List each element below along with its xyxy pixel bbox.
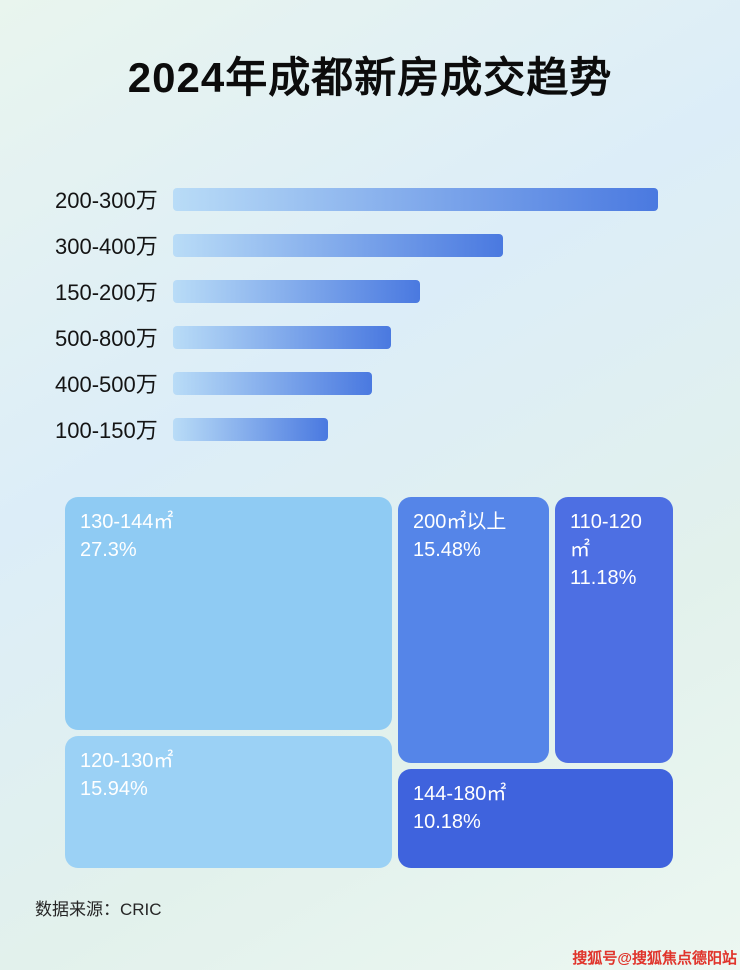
bar-label: 150-200万 xyxy=(55,280,158,305)
treemap-block-label: 130-144㎡ xyxy=(80,511,174,533)
treemap-block-label: 120-130㎡ xyxy=(80,750,174,772)
bar-row: 150-200万 xyxy=(0,268,740,314)
area-share-treemap: 130-144㎡ 27.3% 200㎡以上 15.48% 110-120㎡ 11… xyxy=(65,497,673,868)
price-range-bar-chart: 200-300万 300-400万 150-200万 500-800万 400-… xyxy=(0,176,740,452)
treemap-block: 120-130㎡ 15.94% xyxy=(65,736,392,868)
bar-label: 500-800万 xyxy=(55,326,158,351)
treemap-block-label: 144-180㎡ xyxy=(413,783,507,805)
bar xyxy=(173,187,658,211)
treemap-block: 200㎡以上 15.48% xyxy=(398,497,549,763)
treemap-block-percent: 15.48% xyxy=(413,539,481,561)
treemap-block-percent: 10.18% xyxy=(413,811,481,833)
bar xyxy=(173,279,420,303)
bar-label: 100-150万 xyxy=(55,418,158,443)
bar-track xyxy=(173,417,740,441)
treemap-block-percent: 27.3% xyxy=(80,539,137,561)
treemap-block: 110-120㎡ 11.18% xyxy=(555,497,673,763)
treemap-block-percent: 15.94% xyxy=(80,778,148,800)
page-title: 2024年成都新房成交趋势 xyxy=(127,54,613,101)
bar-track xyxy=(173,279,740,303)
bar-row: 200-300万 xyxy=(0,176,740,222)
watermark: 搜狐号@搜狐焦点德阳站 xyxy=(572,950,737,967)
treemap-block: 130-144㎡ 27.3% xyxy=(65,497,392,730)
bar xyxy=(173,417,328,441)
bar-row: 400-500万 xyxy=(0,360,740,406)
bar xyxy=(173,233,503,257)
treemap-block-label: 200㎡以上 xyxy=(413,511,507,533)
bar-track xyxy=(173,187,740,211)
bar xyxy=(173,325,391,349)
bar-label: 300-400万 xyxy=(55,234,158,259)
bar-track xyxy=(173,371,740,395)
bar-track xyxy=(173,325,740,349)
bar-row: 500-800万 xyxy=(0,314,740,360)
treemap-block-label: 110-120㎡ xyxy=(570,511,642,561)
bar-track xyxy=(173,233,740,257)
bar-label: 200-300万 xyxy=(55,188,158,213)
bar xyxy=(173,371,372,395)
bar-label: 400-500万 xyxy=(55,372,158,397)
treemap-block: 144-180㎡ 10.18% xyxy=(398,769,673,868)
bar-row: 100-150万 xyxy=(0,406,740,452)
data-source-label: 数据来源：CRIC xyxy=(35,900,162,919)
treemap-block-percent: 11.18% xyxy=(570,567,637,589)
bar-row: 300-400万 xyxy=(0,222,740,268)
